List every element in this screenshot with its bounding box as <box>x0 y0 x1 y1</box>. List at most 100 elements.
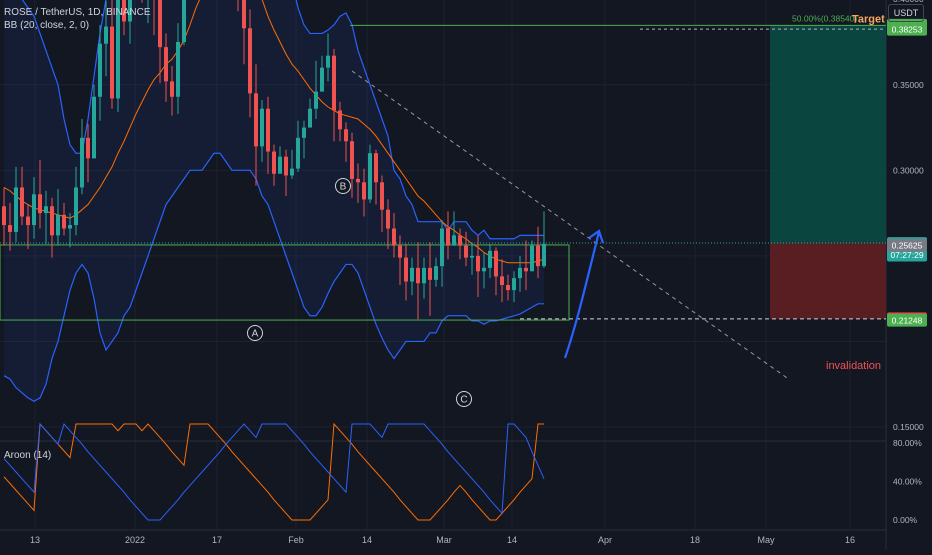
candle-body <box>122 0 126 22</box>
candle-body <box>296 137 300 169</box>
aroon-tick-label: 0.00% <box>893 515 918 525</box>
time-axis-label: 17 <box>212 535 222 545</box>
candle-body <box>368 153 372 200</box>
candle-body <box>38 194 42 214</box>
wave-label-b: B <box>340 182 347 193</box>
candle-body <box>272 151 276 174</box>
price-label-box <box>887 313 927 327</box>
bollinger-fill <box>4 0 544 402</box>
candle-body <box>170 81 174 97</box>
candle-body <box>482 267 486 272</box>
candle-body <box>524 267 528 272</box>
aroon-tick-label: 80.00% <box>893 438 922 448</box>
price-tick-label: 0.15000 <box>893 422 924 432</box>
candle-body <box>464 245 468 258</box>
candle-body <box>398 245 402 258</box>
candle-body <box>284 156 288 176</box>
candle-body <box>506 284 510 291</box>
candle-body <box>350 141 354 179</box>
candle-body <box>302 127 306 138</box>
target-zone <box>770 25 886 244</box>
candle-body <box>320 67 324 92</box>
candle-body <box>458 235 462 246</box>
invalidation-label: invalidation <box>826 360 881 372</box>
price-label-box <box>887 248 927 262</box>
candle-body <box>494 250 498 277</box>
aroon-line <box>3 422 544 521</box>
candle-body <box>32 194 36 226</box>
candle-body <box>86 137 90 159</box>
time-axis-label: Feb <box>288 535 304 545</box>
bollinger-lower <box>3 152 544 403</box>
projection-arrowhead <box>588 229 605 244</box>
candle-body <box>8 225 12 232</box>
candle-body <box>116 0 120 99</box>
candle-body <box>386 209 390 229</box>
candle-body <box>14 187 18 232</box>
candle-body <box>380 182 384 210</box>
candle-body <box>440 228 444 267</box>
fib-label: 50.00%(0.38540) <box>792 13 857 23</box>
candle-body <box>92 96 96 159</box>
candle-body <box>410 267 414 282</box>
support-box <box>0 244 570 321</box>
time-axis-label: Apr <box>598 535 612 545</box>
candle-body <box>110 26 114 99</box>
candle-body <box>176 42 180 97</box>
candle-body <box>80 137 84 188</box>
candle-body <box>428 267 432 280</box>
candle-body <box>542 243 546 267</box>
target-label: Target <box>852 13 885 25</box>
price-label-box <box>887 238 927 252</box>
projection-arrow <box>563 231 601 359</box>
price-tick-label: 0.40000 <box>893 0 924 4</box>
wave-label-circle <box>247 325 263 341</box>
candle-body <box>530 245 534 272</box>
descending-trendline <box>351 70 791 381</box>
candle-body <box>290 168 294 176</box>
price-label-text: 0.25625 <box>892 240 923 250</box>
candle-body <box>404 257 408 282</box>
candle-body <box>56 214 60 236</box>
time-axis-label: 16 <box>845 535 855 545</box>
price-label-box <box>887 22 927 36</box>
candle-body <box>416 267 420 284</box>
candle-body <box>422 267 426 284</box>
candle-body <box>278 156 282 174</box>
candle-body <box>452 235 456 246</box>
candle-body <box>476 255 480 272</box>
aroon-title: Aroon (14) <box>4 450 51 461</box>
candle-body <box>98 43 102 97</box>
candle-body <box>392 228 396 246</box>
candle-body <box>242 0 246 29</box>
candle-body <box>104 26 108 44</box>
time-axis-label: Mar <box>436 535 452 545</box>
wave-label-circle <box>456 391 472 407</box>
time-axis-label: 14 <box>362 535 372 545</box>
aroon-tick-label: 40.00% <box>893 477 922 487</box>
price-label-text: 07:27:29 <box>890 250 923 260</box>
candle-body <box>374 153 378 183</box>
candle-body <box>266 108 270 152</box>
candle-body <box>446 228 450 246</box>
invalidation-zone <box>770 243 886 319</box>
candle-body <box>44 206 48 214</box>
candles <box>2 0 546 320</box>
symbol-title: ROSE / TetherUS, 1D, BINANCE <box>4 7 151 18</box>
time-axis-label: 13 <box>30 535 40 545</box>
candle-body <box>536 245 540 267</box>
candle-body <box>26 216 30 226</box>
indicator-title: BB (20, close, 2, 0) <box>4 20 90 31</box>
candle-body <box>470 255 474 258</box>
candle-body <box>158 0 162 48</box>
price-tick-label: 0.35000 <box>893 80 924 90</box>
candle-body <box>308 108 312 128</box>
candle-body <box>434 266 438 280</box>
candle-body <box>332 55 336 111</box>
wave-label-circle <box>335 178 351 194</box>
currency-button[interactable]: USDT <box>888 4 924 22</box>
time-axis-label: May <box>757 535 775 545</box>
candle-body <box>68 225 72 229</box>
